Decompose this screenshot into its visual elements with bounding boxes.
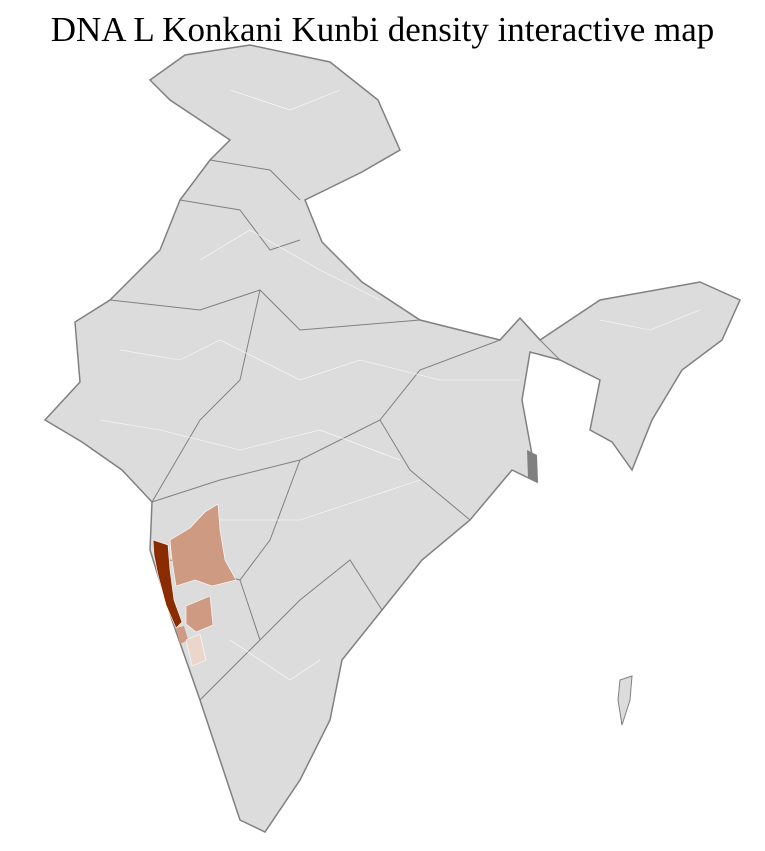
density-regions <box>152 503 237 667</box>
region-high-density[interactable] <box>152 539 183 629</box>
region-medium-density-south[interactable] <box>185 595 214 633</box>
india-landmass[interactable] <box>43 44 741 833</box>
region-medium-density-coast[interactable] <box>176 626 188 644</box>
region-low-density[interactable] <box>185 633 207 667</box>
andaman-islands[interactable] <box>617 675 633 726</box>
district-borders <box>99 89 701 681</box>
state-borders <box>109 159 561 701</box>
india-outline <box>43 44 741 833</box>
map-title: DNA L Konkani Kunbi density interactive … <box>50 10 715 49</box>
sundarbans-region <box>527 450 538 482</box>
region-medium-density[interactable] <box>169 503 237 587</box>
